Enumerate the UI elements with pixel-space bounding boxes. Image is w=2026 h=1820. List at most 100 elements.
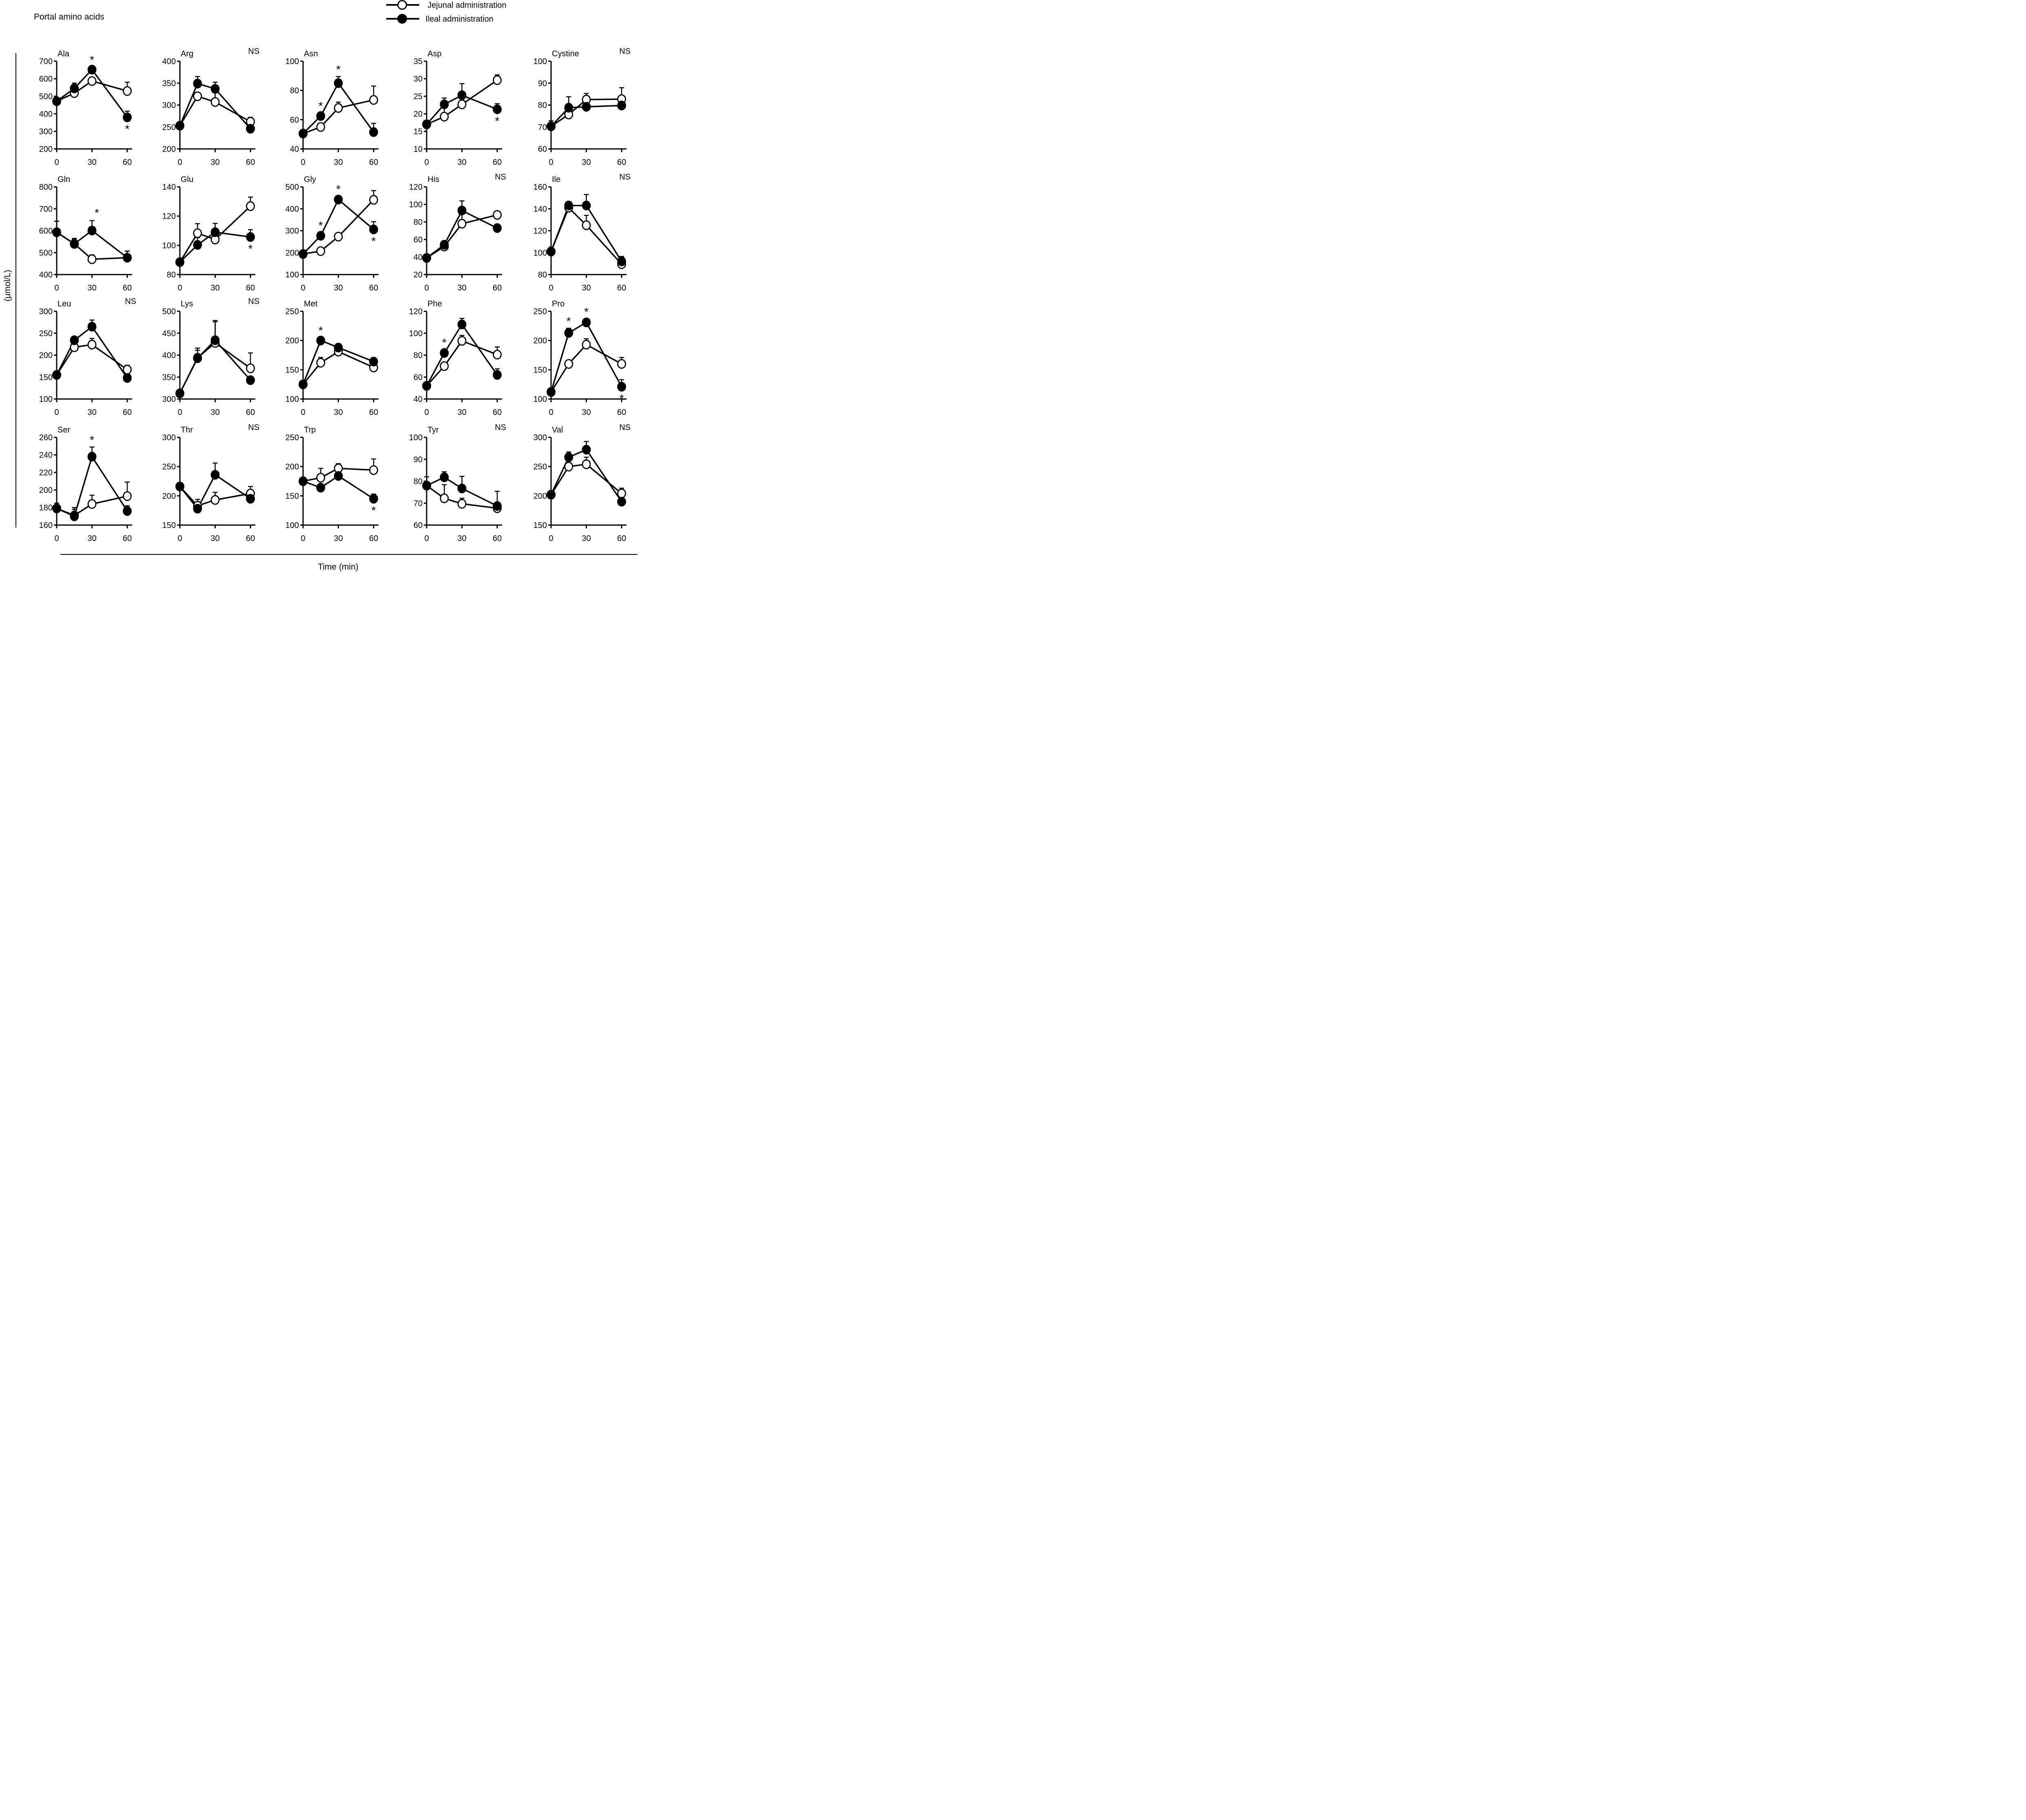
y-tick-label: 120 bbox=[534, 227, 547, 236]
data-point-jejunal bbox=[457, 499, 467, 509]
y-tick-label: 40 bbox=[290, 145, 299, 154]
data-point-ileal bbox=[299, 129, 308, 139]
significance-marker: * bbox=[95, 206, 99, 219]
data-point-ileal bbox=[493, 104, 502, 114]
y-tick-label: 300 bbox=[39, 307, 53, 316]
panel-leu: Leu NS 100 150 200 250 300 0 30 60 bbox=[39, 297, 136, 417]
data-point-ileal bbox=[617, 256, 626, 266]
data-point-jejunal bbox=[123, 365, 132, 375]
significance-marker: * bbox=[584, 306, 589, 318]
data-point-ileal bbox=[246, 375, 255, 385]
data-point-ileal bbox=[334, 471, 343, 481]
significance-marker: * bbox=[620, 392, 624, 405]
y-tick-label: 180 bbox=[39, 503, 53, 512]
significance-marker: * bbox=[319, 219, 323, 232]
data-point-jejunal bbox=[87, 254, 97, 264]
x-tick-label: 0 bbox=[177, 158, 182, 167]
panel-val: Val NS 150 200 250 300 0 30 60 bbox=[534, 423, 631, 543]
data-point-ileal bbox=[70, 83, 79, 93]
panel-title: Leu bbox=[58, 299, 71, 308]
ns-label: NS bbox=[248, 423, 259, 432]
series-line-jejunal bbox=[303, 199, 374, 255]
x-tick-label: 30 bbox=[210, 534, 219, 543]
y-tick-label: 200 bbox=[39, 486, 53, 495]
panel-title: Gln bbox=[58, 175, 70, 184]
y-tick-label: 160 bbox=[534, 183, 547, 192]
data-point-jejunal bbox=[246, 201, 255, 211]
x-tick-label: 30 bbox=[334, 284, 343, 293]
x-tick-label: 60 bbox=[617, 158, 626, 167]
y-tick-label: 200 bbox=[286, 248, 299, 257]
figure-canvas: Portal amino acids Jejunal administratio… bbox=[3, 0, 638, 572]
y-tick-label: 200 bbox=[534, 337, 547, 346]
panel-title: Asn bbox=[304, 49, 318, 58]
y-tick-label: 70 bbox=[538, 123, 547, 132]
data-point-ileal bbox=[123, 506, 132, 516]
x-tick-label: 30 bbox=[334, 408, 343, 417]
y-tick-label: 100 bbox=[409, 200, 423, 209]
y-tick-label: 300 bbox=[286, 227, 299, 236]
y-tick-label: 120 bbox=[162, 212, 176, 221]
x-tick-label: 60 bbox=[246, 284, 255, 293]
data-point-ileal bbox=[564, 452, 573, 462]
y-tick-label: 350 bbox=[162, 373, 176, 382]
data-point-ileal bbox=[617, 100, 626, 111]
data-point-ileal bbox=[547, 121, 556, 131]
y-tick-label: 100 bbox=[286, 521, 299, 530]
x-tick-label: 60 bbox=[617, 408, 626, 417]
significance-marker: * bbox=[372, 235, 376, 247]
y-tick-label: 250 bbox=[534, 307, 547, 316]
y-tick-label: 240 bbox=[39, 451, 53, 460]
panel-glu: Glu 80 100 120 140 0 30 60 * bbox=[162, 175, 255, 293]
panel-met: Met 100 150 200 250 0 30 60 * bbox=[286, 299, 379, 417]
data-point-jejunal bbox=[123, 86, 132, 96]
x-tick-label: 60 bbox=[246, 534, 255, 543]
data-point-jejunal bbox=[617, 359, 626, 369]
significance-marker: * bbox=[336, 183, 341, 195]
significance-marker: * bbox=[567, 315, 571, 328]
data-point-ileal bbox=[210, 470, 220, 480]
series-line-ileal bbox=[426, 210, 498, 259]
y-tick-label: 150 bbox=[534, 366, 547, 375]
ns-label: NS bbox=[248, 297, 259, 306]
data-point-ileal bbox=[440, 348, 449, 358]
series-line-ileal bbox=[302, 339, 374, 385]
x-tick-label: 30 bbox=[457, 408, 466, 417]
x-tick-label: 60 bbox=[123, 408, 132, 417]
y-tick-label: 200 bbox=[286, 337, 299, 346]
x-tick-label: 30 bbox=[210, 284, 219, 293]
data-point-ileal bbox=[123, 373, 132, 383]
x-tick-label: 60 bbox=[617, 284, 626, 293]
data-point-ileal bbox=[52, 96, 61, 106]
y-tick-label: 160 bbox=[39, 521, 53, 530]
y-tick-label: 250 bbox=[162, 123, 176, 132]
data-point-ileal bbox=[493, 501, 502, 511]
panel-phe: Phe 40 60 80 100 120 0 30 60 * bbox=[409, 299, 502, 417]
x-tick-label: 60 bbox=[493, 408, 502, 417]
y-tick-label: 200 bbox=[286, 463, 299, 472]
series-line-jejunal bbox=[56, 344, 128, 375]
panel-title: Tyr bbox=[427, 426, 439, 434]
legend-marker-filled-circle bbox=[397, 14, 407, 24]
panel-title: His bbox=[427, 175, 439, 184]
y-tick-label: 300 bbox=[162, 433, 176, 442]
y-tick-label: 300 bbox=[39, 127, 53, 136]
y-tick-label: 450 bbox=[162, 329, 176, 338]
data-point-jejunal bbox=[440, 111, 449, 122]
data-point-ileal bbox=[582, 200, 591, 211]
x-tick-label: 60 bbox=[617, 534, 626, 543]
data-point-ileal bbox=[299, 249, 308, 259]
panel-title: Ala bbox=[58, 49, 70, 58]
x-tick-label: 30 bbox=[334, 534, 343, 543]
panel-gly: Gly 100 200 300 400 500 0 30 60 * * * bbox=[286, 175, 379, 293]
y-tick-label: 80 bbox=[290, 86, 299, 95]
y-tick-label: 400 bbox=[286, 205, 299, 214]
y-tick-label: 100 bbox=[162, 241, 176, 250]
y-tick-label: 700 bbox=[39, 205, 53, 214]
x-tick-label: 30 bbox=[457, 534, 466, 543]
y-tick-label: 260 bbox=[39, 433, 53, 442]
series-line-ileal bbox=[426, 477, 498, 507]
y-tick-label: 100 bbox=[409, 329, 423, 338]
y-tick-label: 80 bbox=[414, 351, 423, 360]
